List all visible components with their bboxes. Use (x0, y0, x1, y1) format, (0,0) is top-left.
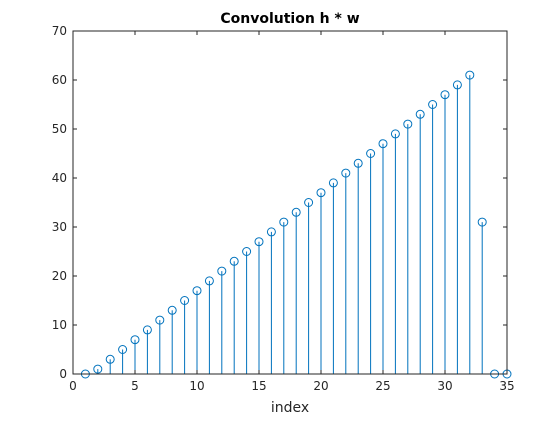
stem-marker (465, 70, 475, 80)
stem-marker (316, 188, 326, 198)
stem-marker (328, 178, 338, 188)
stem-marker (204, 276, 214, 286)
x-tick-label: 0 (69, 379, 77, 393)
y-tick-label: 20 (52, 269, 67, 283)
stem-marker (130, 335, 140, 345)
stem-marker (378, 139, 388, 149)
x-tick-label: 5 (131, 379, 139, 393)
stem-marker (242, 247, 252, 256)
stem-marker (155, 315, 165, 325)
stem-marker (217, 266, 227, 276)
x-tick-label: 20 (313, 379, 328, 393)
y-tick-label: 60 (52, 73, 67, 87)
stem-marker (229, 256, 239, 266)
y-tick-label: 10 (52, 318, 67, 332)
stem-marker (142, 325, 152, 335)
x-tick-label: 10 (189, 379, 204, 393)
stem-marker (254, 237, 264, 247)
stem-marker (105, 354, 115, 364)
stem-marker (266, 227, 276, 237)
stem-marker (428, 100, 438, 109)
axes-box (72, 30, 508, 375)
axes (72, 30, 508, 375)
stem-marker (118, 345, 128, 354)
stem-marker (452, 80, 462, 90)
stem-marker (167, 305, 177, 315)
stem-marker (477, 217, 487, 227)
stem-marker (291, 207, 301, 217)
stem-marker (93, 364, 103, 374)
stem-marker (366, 149, 376, 158)
chart-title: Convolution h * w (220, 11, 359, 27)
stem-marker (440, 90, 450, 100)
stem-series (80, 70, 512, 379)
x-tick-label: 15 (251, 379, 266, 393)
stem-marker (279, 217, 289, 227)
stem-marker (415, 109, 425, 119)
y-tick-label: 50 (52, 122, 67, 136)
x-tick-label: 25 (375, 379, 390, 393)
stem-marker (403, 119, 413, 129)
y-tick-label: 40 (52, 171, 67, 185)
x-tick-label: 35 (499, 379, 514, 393)
x-axis-label: index (271, 400, 309, 416)
plot-area (73, 31, 507, 374)
stem-marker (180, 296, 190, 305)
ticks: 0 5 10 15 20 25 30 35 0 10 20 30 40 50 60 70 (52, 24, 515, 393)
stem-marker (353, 158, 363, 168)
stem-marker (192, 286, 202, 296)
stem-marker (390, 129, 400, 139)
y-tick-label: 0 (59, 367, 67, 381)
y-tick-label: 30 (52, 220, 67, 234)
stem-marker (341, 168, 351, 178)
stem-marker (304, 198, 314, 207)
y-tick-label: 70 (52, 24, 67, 38)
x-tick-label: 30 (437, 379, 452, 393)
